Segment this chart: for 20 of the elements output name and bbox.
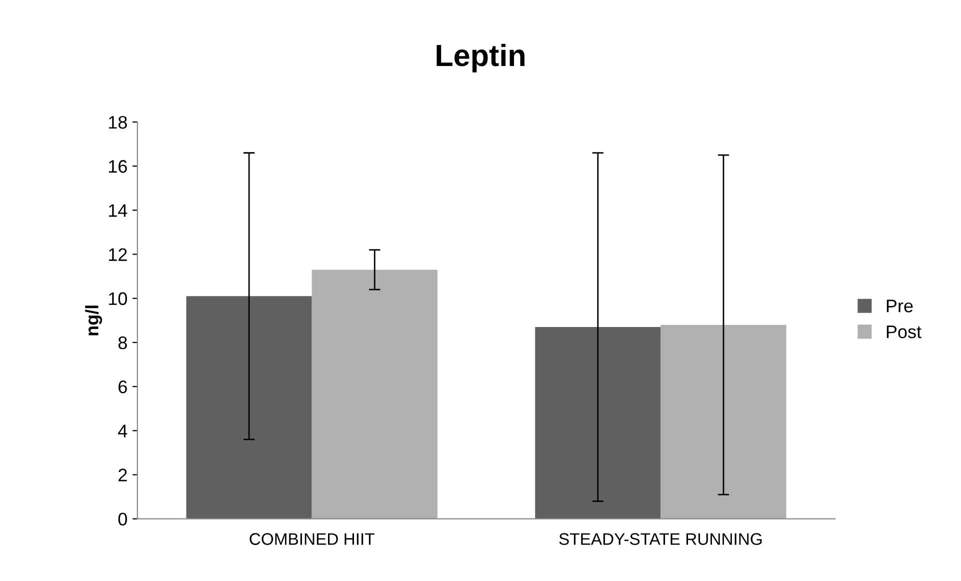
chart-title: Leptin [436, 44, 524, 72]
bar [186, 296, 312, 519]
y-tick-label: 2 [118, 468, 127, 482]
legend-label: Post [886, 326, 922, 338]
bar [535, 327, 661, 519]
y-tick-label: 12 [108, 248, 127, 261]
x-tick-label: COMBINED HIIT [250, 533, 374, 545]
y-tick-label: 0 [118, 512, 127, 526]
y-tick-label: 14 [108, 204, 128, 217]
x-tick-label: STEADY-STATE RUNNING [559, 533, 762, 545]
y-tick-label: 16 [108, 160, 127, 173]
legend-label: Pre [886, 300, 913, 312]
y-tick-label: 8 [118, 336, 127, 350]
y-axis-title: ng/l [85, 306, 102, 336]
bar [660, 324, 786, 519]
y-tick-label: 10 [108, 292, 127, 306]
y-tick-label: 6 [118, 380, 127, 394]
bar [312, 270, 438, 519]
y-tick-label: 18 [108, 116, 127, 129]
y-tick-label: 4 [118, 424, 128, 438]
